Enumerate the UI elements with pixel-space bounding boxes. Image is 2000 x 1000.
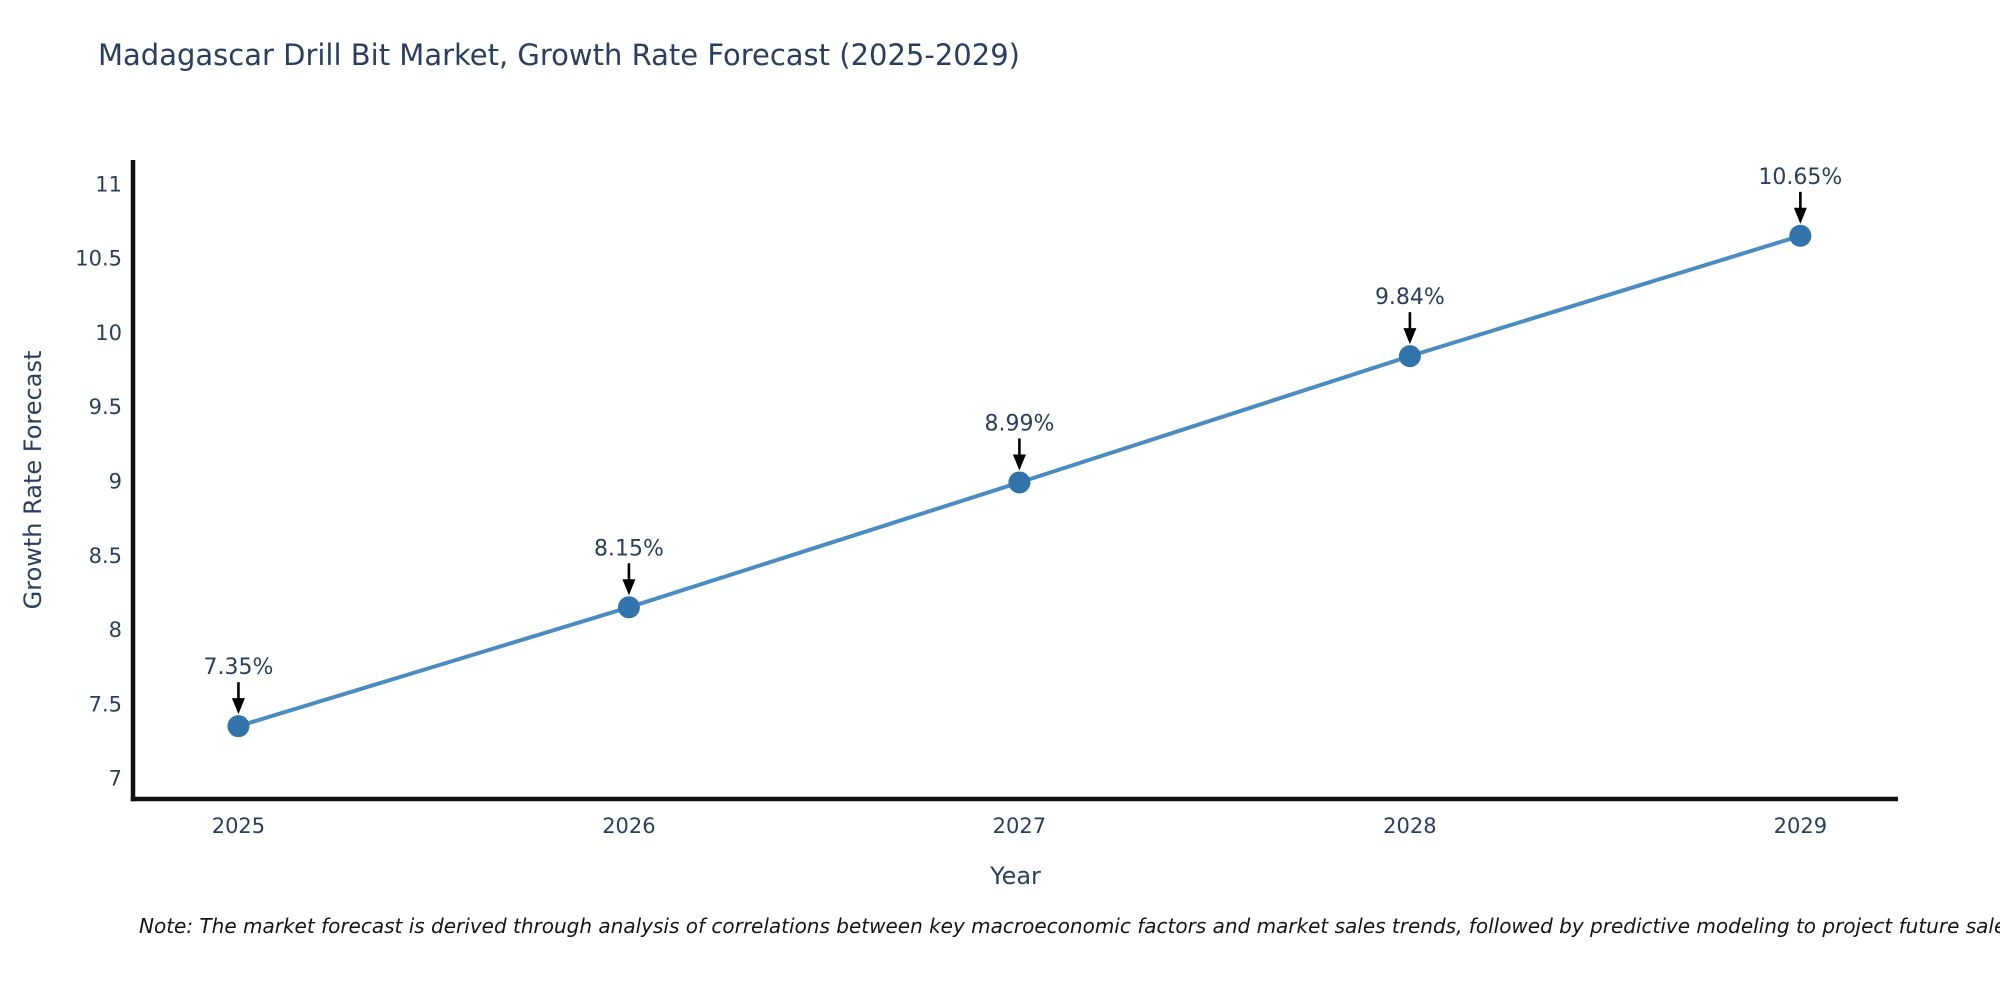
data-point-marker[interactable]	[617, 596, 640, 619]
data-point-marker[interactable]	[227, 715, 250, 738]
annotation-label: 8.15%	[594, 536, 664, 561]
annotation-label: 9.84%	[1375, 285, 1445, 310]
annotation-arrow-head	[1012, 454, 1026, 471]
x-tick-label: 2025	[212, 814, 265, 838]
y-tick-label: 9	[109, 469, 122, 493]
footnote: Note: The market forecast is derived thr…	[139, 914, 2000, 938]
y-tick-label: 8	[109, 618, 122, 642]
annotation-arrow-head	[1403, 328, 1417, 345]
annotation-arrow-head	[622, 579, 636, 596]
chart-title: Madagascar Drill Bit Market, Growth Rate…	[98, 38, 1020, 72]
annotation-label: 10.65%	[1758, 165, 1842, 190]
y-tick-label: 11	[95, 172, 122, 196]
annotation-label: 8.99%	[984, 411, 1054, 436]
y-tick-label: 10.5	[75, 247, 122, 271]
annotation-arrow-head	[231, 698, 245, 715]
y-tick-label: 7	[109, 767, 122, 791]
y-tick-label: 7.5	[89, 692, 122, 716]
annotation-arrow-head	[1793, 207, 1807, 224]
x-tick-label: 2028	[1383, 814, 1436, 838]
y-tick-label: 9.5	[89, 395, 122, 419]
data-point-marker[interactable]	[1398, 345, 1421, 368]
x-tick-label: 2027	[993, 814, 1046, 838]
annotation-label: 7.35%	[203, 655, 273, 680]
x-axis-title: Year	[990, 862, 1041, 890]
y-tick-label: 8.5	[89, 544, 122, 568]
y-tick-label: 10	[95, 321, 122, 345]
data-point-marker[interactable]	[1789, 224, 1812, 247]
x-tick-label: 2029	[1774, 814, 1827, 838]
x-tick-label: 2026	[602, 814, 655, 838]
data-point-marker[interactable]	[1008, 471, 1031, 494]
